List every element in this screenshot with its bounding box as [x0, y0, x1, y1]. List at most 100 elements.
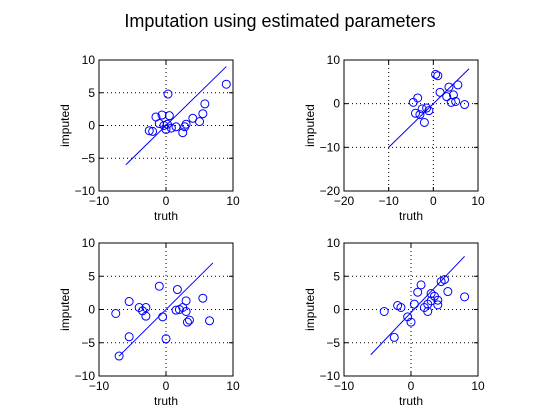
x-tick-label: −10	[89, 379, 110, 393]
data-point	[141, 303, 151, 313]
data-point	[181, 296, 191, 306]
data-point	[182, 317, 192, 327]
y-tick-label: −10	[75, 184, 96, 198]
data-point	[419, 117, 429, 127]
y-axis-label: imputed	[303, 104, 317, 147]
data-point	[161, 124, 171, 134]
data-point	[163, 89, 173, 99]
data-point	[413, 287, 423, 297]
data-point	[114, 351, 124, 361]
x-axis-label: truth	[399, 209, 423, 223]
reference-line	[118, 262, 214, 357]
data-point	[124, 332, 134, 342]
y-tick-label: −20	[320, 184, 341, 198]
data-point	[172, 285, 182, 295]
y-tick-label: 0	[88, 119, 95, 133]
x-tick-label: 0	[430, 194, 437, 208]
data-point	[451, 96, 461, 106]
data-point	[433, 295, 443, 305]
y-tick-label: 5	[88, 269, 95, 283]
y-tick-label: 10	[82, 236, 96, 250]
data-point	[406, 317, 416, 327]
data-point	[415, 110, 425, 120]
y-tick-label: −10	[320, 140, 341, 154]
y-axis-label: imputed	[58, 104, 72, 147]
x-tick-label: 10	[226, 379, 240, 393]
data-point	[443, 287, 453, 297]
data-point	[413, 93, 423, 103]
data-point	[171, 122, 181, 132]
data-point	[164, 111, 174, 121]
data-point	[221, 79, 231, 89]
x-tick-label: 0	[163, 379, 170, 393]
y-tick-label: −10	[75, 369, 96, 383]
data-point	[448, 90, 458, 100]
data-point	[453, 80, 463, 90]
y-tick-label: 0	[333, 303, 340, 317]
data-point	[181, 119, 191, 129]
figure-title: Imputation using estimated parameters	[124, 11, 435, 31]
data-point	[157, 110, 167, 120]
data-point	[184, 315, 194, 325]
data-point	[195, 117, 204, 127]
y-tick-label: 10	[327, 236, 341, 250]
data-point	[166, 123, 176, 133]
x-tick-label: 10	[471, 194, 485, 208]
data-point	[178, 128, 188, 138]
data-point	[134, 303, 144, 313]
data-point	[148, 126, 158, 136]
data-point	[422, 103, 432, 113]
data-point	[409, 299, 419, 309]
subplot-4: −10 0 10 −10 −5 0 5 10 truth imputed	[303, 236, 485, 408]
x-axis-label: truth	[154, 394, 178, 408]
y-tick-label: −5	[81, 336, 95, 350]
x-tick-label: −10	[334, 379, 355, 393]
reference-line	[125, 66, 227, 166]
x-tick-label: 0	[163, 194, 170, 208]
subplot-3: −10 0 10 −10 −5 0 5 10 truth imputed	[58, 236, 240, 408]
x-tick-label: −10	[89, 194, 110, 208]
data-point	[111, 308, 121, 318]
data-point	[460, 100, 470, 110]
data-point	[423, 306, 433, 316]
data-point	[410, 108, 420, 118]
y-axis-label: imputed	[58, 288, 72, 331]
data-point	[154, 281, 164, 291]
data-point	[416, 280, 426, 290]
data-point	[141, 311, 151, 321]
data-point	[389, 332, 399, 342]
data-point	[426, 296, 436, 306]
x-tick-label: 10	[226, 194, 240, 208]
y-tick-label: −5	[326, 336, 340, 350]
x-tick-label: −10	[378, 194, 399, 208]
y-tick-label: 5	[333, 269, 340, 283]
data-point	[161, 334, 171, 344]
data-point	[440, 275, 449, 285]
subplot-1: −10 0 10 −10 −5 0 5 10 truth imputed	[58, 53, 240, 223]
y-tick-label: 0	[88, 303, 95, 317]
data-point	[435, 87, 445, 97]
y-tick-label: 10	[82, 53, 96, 67]
x-axis-label: truth	[154, 209, 178, 223]
data-point	[396, 303, 406, 313]
subplot-2: −20 −10 0 10 −20 −10 0 10 truth imputed	[303, 53, 485, 223]
data-point	[433, 300, 443, 310]
x-axis-label: truth	[399, 394, 423, 408]
data-point	[144, 126, 154, 136]
y-tick-label: 0	[333, 97, 340, 111]
y-tick-label: 5	[88, 86, 95, 100]
y-axis-label: imputed	[303, 288, 317, 331]
data-point	[158, 312, 168, 322]
data-point	[198, 109, 208, 119]
x-tick-label: 0	[408, 379, 415, 393]
data-point	[442, 92, 452, 102]
axes-box	[343, 59, 479, 192]
data-point	[205, 316, 215, 326]
y-tick-label: −10	[320, 369, 341, 383]
data-point	[417, 104, 427, 114]
data-point	[460, 292, 470, 302]
data-point	[431, 69, 441, 79]
data-point	[200, 99, 210, 109]
